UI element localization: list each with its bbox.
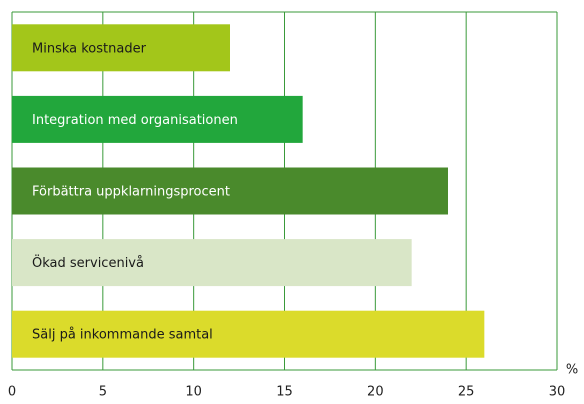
x-tick-label: 25 xyxy=(458,385,475,400)
x-tick-label: 0 xyxy=(8,385,16,400)
x-tick-label: 30 xyxy=(549,385,566,400)
bar-label: Integration med organisationen xyxy=(32,113,238,128)
bar-label: Förbättra uppklarningsprocent xyxy=(32,185,230,200)
x-tick-label: 15 xyxy=(276,385,293,400)
bar xyxy=(12,310,485,358)
bar-label: Sälj på inkommande samtal xyxy=(32,328,213,343)
x-tick-label: 20 xyxy=(367,385,384,400)
bar-label: Ökad servicenivå xyxy=(32,254,144,271)
bar-label: Minska kostnader xyxy=(32,41,147,56)
bar xyxy=(12,24,230,72)
bar xyxy=(12,239,412,287)
x-tick-label: 10 xyxy=(185,385,202,400)
x-tick-label: 5 xyxy=(99,385,107,400)
bar xyxy=(12,167,448,215)
bar xyxy=(12,95,303,143)
axis-unit: % xyxy=(566,363,578,378)
